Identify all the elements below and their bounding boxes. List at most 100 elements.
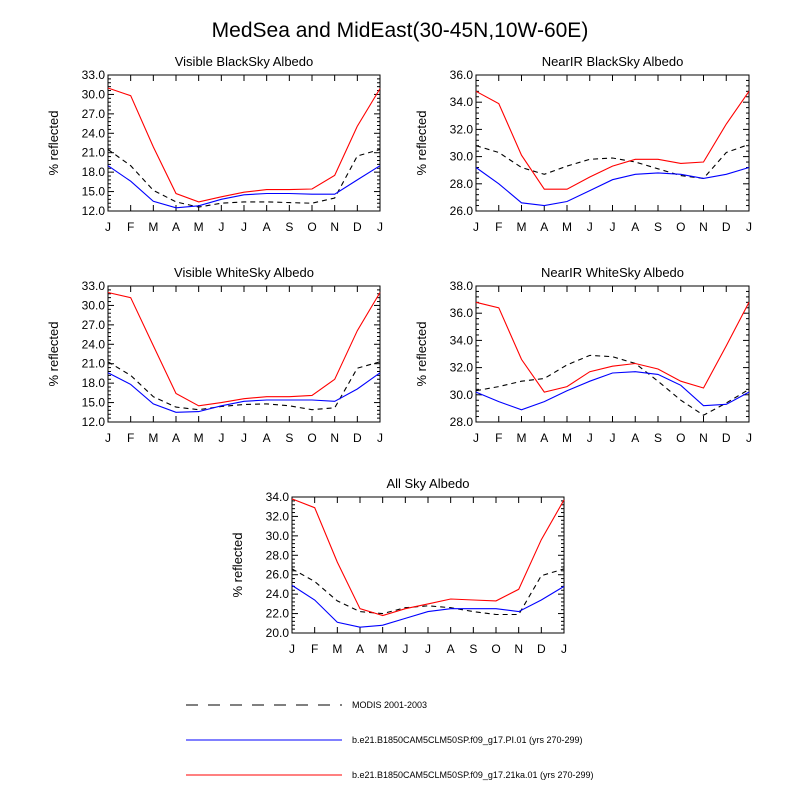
y-tick-label: 34.0	[266, 490, 290, 504]
legend-label: b.e21.B1850CAM5CLM50SP.f09_g17.21ka.01 (…	[352, 770, 594, 780]
y-tick-label: 36.0	[450, 306, 474, 320]
x-tick-label: A	[447, 642, 455, 656]
x-tick-label: A	[356, 642, 364, 656]
series-line-modis	[107, 361, 381, 411]
x-tick-label: A	[172, 431, 180, 445]
y-tick-label: 33.0	[82, 279, 106, 293]
y-tick-label: 28.0	[450, 415, 474, 429]
x-tick-label: J	[289, 642, 295, 656]
series-line-modis	[475, 354, 750, 416]
x-tick-label: S	[654, 431, 662, 445]
y-tick-label: 30.0	[450, 150, 474, 164]
y-tick-label: 27.0	[82, 107, 106, 121]
chart-panel-3: Visible WhiteSky Albedo 12.0 15.0 18.0 21.0 2…	[46, 265, 383, 445]
plot-frame	[291, 496, 565, 634]
x-tick-label: D	[353, 431, 362, 445]
y-tick-label: 15.0	[82, 396, 106, 410]
x-tick-label: J	[473, 220, 479, 234]
x-tick-label: O	[676, 220, 685, 234]
y-axis-label: % reflected	[414, 321, 429, 386]
y-tick-label: 32.0	[450, 122, 474, 136]
x-tick-label: J	[610, 431, 616, 445]
y-tick-label: 33.0	[82, 68, 106, 82]
panel-title: Visible BlackSky Albedo	[175, 54, 314, 69]
x-tick-label: J	[425, 642, 431, 656]
x-tick-label: O	[676, 431, 685, 445]
x-tick-label: J	[105, 220, 111, 234]
x-tick-label: N	[330, 431, 339, 445]
chart-panel-1: Visible BlackSky Albedo 12.0 15.0 18.0 21.0 2…	[46, 54, 383, 234]
y-axis-label: % reflected	[46, 321, 61, 386]
x-tick-label: J	[218, 220, 224, 234]
series-line-pi	[107, 165, 381, 209]
figure-title: MedSea and MidEast(30-45N,10W-60E)	[212, 19, 589, 42]
y-tick-label: 18.0	[82, 165, 106, 179]
x-tick-label: O	[307, 431, 316, 445]
x-tick-label: M	[562, 220, 572, 234]
panel-title: NearIR WhiteSky Albedo	[541, 265, 684, 280]
x-tick-label: M	[194, 431, 204, 445]
x-tick-label: A	[172, 220, 180, 234]
panel-title: Visible WhiteSky Albedo	[174, 265, 314, 280]
x-tick-label: J	[587, 220, 593, 234]
series-line-lgm	[291, 498, 565, 617]
x-tick-label: S	[285, 431, 293, 445]
x-tick-label: J	[377, 431, 383, 445]
x-tick-label: J	[241, 431, 247, 445]
chart-panel-5: All Sky Albedo 20.0 22.0 24.0 26.0 28.0 30.0 32…	[230, 476, 567, 656]
x-tick-label: J	[377, 220, 383, 234]
series-line-lgm	[107, 291, 381, 407]
y-tick-label: 32.0	[266, 509, 290, 523]
y-tick-label: 12.0	[82, 415, 106, 429]
y-tick-label: 38.0	[450, 279, 474, 293]
chart-panel-2: NearIR BlackSky Albedo 26.0 28.0 30.0 32.0 34…	[414, 54, 752, 234]
x-tick-label: M	[562, 431, 572, 445]
x-tick-label: A	[540, 431, 548, 445]
series-line-pi	[475, 371, 750, 411]
y-tick-label: 15.0	[82, 185, 106, 199]
x-tick-label: F	[495, 220, 502, 234]
x-tick-label: N	[330, 220, 339, 234]
x-tick-label: M	[517, 431, 527, 445]
x-tick-label: J	[105, 431, 111, 445]
y-axis-label: % reflected	[230, 532, 245, 597]
series-line-lgm	[475, 301, 750, 393]
x-tick-label: A	[631, 431, 639, 445]
x-tick-label: D	[722, 220, 731, 234]
x-tick-label: M	[517, 220, 527, 234]
x-tick-label: A	[263, 220, 271, 234]
x-tick-label: S	[654, 220, 662, 234]
series-line-modis	[291, 568, 565, 616]
legend-label: b.e21.B1850CAM5CLM50SP.f09_g17.PI.01 (yr…	[352, 735, 582, 745]
y-tick-label: 20.0	[266, 626, 290, 640]
y-tick-label: 30.0	[266, 529, 290, 543]
series-line-modis	[107, 148, 381, 208]
x-tick-label: D	[353, 220, 362, 234]
y-tick-label: 28.0	[450, 177, 474, 191]
panels-group: Visible BlackSky Albedo 12.0 15.0 18.0 21.0 2…	[46, 54, 752, 656]
y-tick-label: 27.0	[82, 318, 106, 332]
series-line-lgm	[475, 90, 750, 190]
y-tick-label: 32.0	[450, 361, 474, 375]
x-tick-label: J	[241, 220, 247, 234]
y-tick-label: 36.0	[450, 68, 474, 82]
x-tick-label: J	[746, 220, 752, 234]
x-tick-label: D	[722, 431, 731, 445]
x-tick-label: M	[148, 431, 158, 445]
series-line-lgm	[107, 87, 381, 203]
y-tick-label: 21.0	[82, 146, 106, 160]
x-tick-label: A	[540, 220, 548, 234]
x-tick-label: O	[491, 642, 500, 656]
x-tick-label: J	[561, 642, 567, 656]
x-tick-label: M	[194, 220, 204, 234]
x-tick-label: S	[469, 642, 477, 656]
plot-frame	[475, 285, 750, 423]
series-line-pi	[107, 372, 381, 413]
y-tick-label: 18.0	[82, 376, 106, 390]
y-tick-label: 22.0	[266, 607, 290, 621]
y-axis-label: % reflected	[414, 110, 429, 175]
y-tick-label: 30.0	[82, 87, 106, 101]
x-tick-label: J	[218, 431, 224, 445]
x-tick-label: F	[127, 220, 134, 234]
